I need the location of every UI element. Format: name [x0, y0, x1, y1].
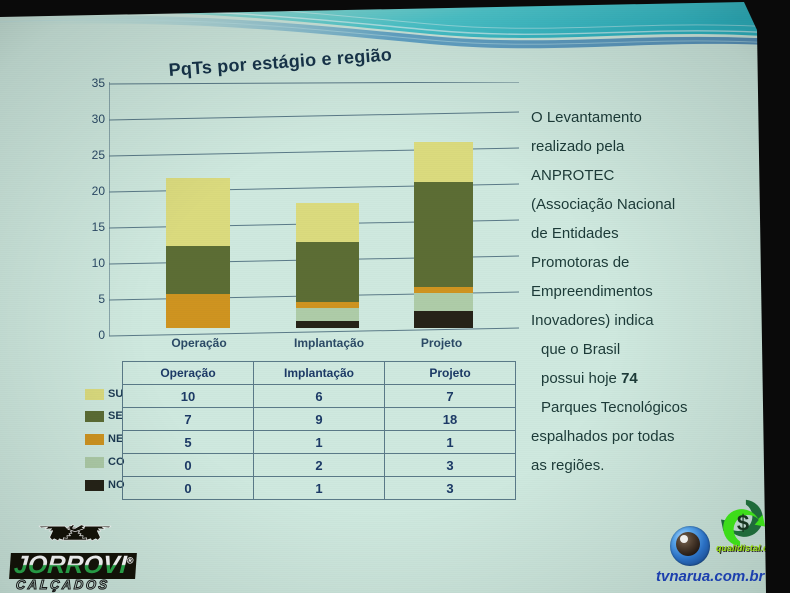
svg-text:$: $ — [737, 511, 749, 536]
